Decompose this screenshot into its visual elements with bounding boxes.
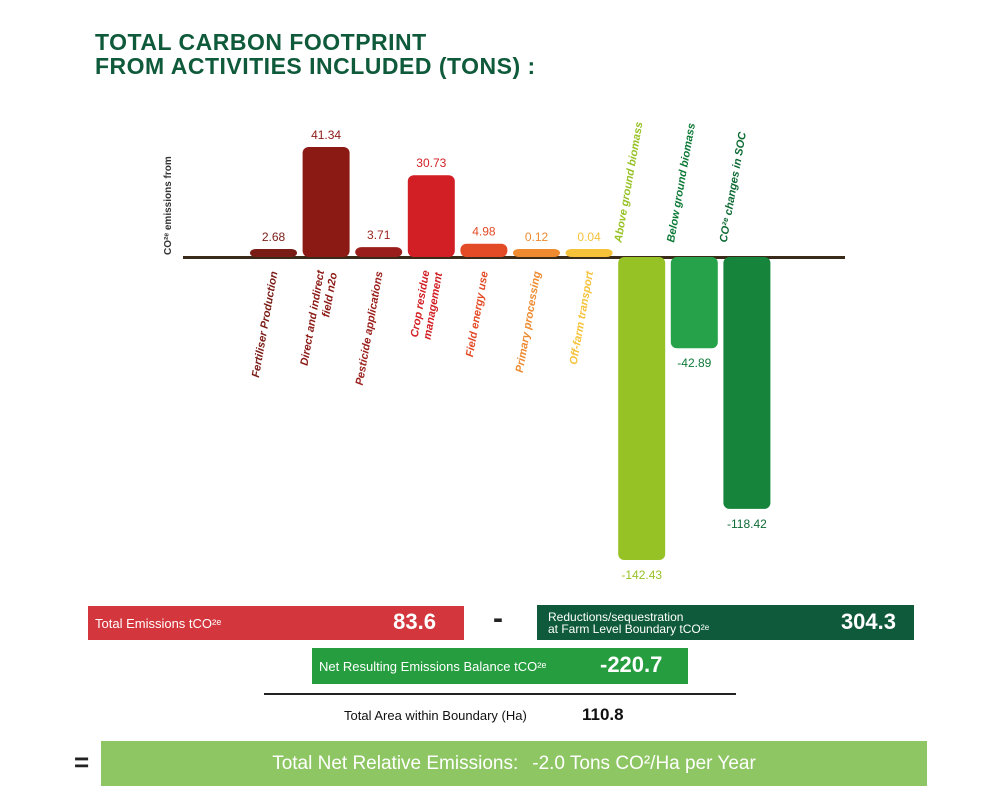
bar: [618, 257, 666, 560]
bar: [355, 247, 403, 257]
net-relative-emissions-value: -2.0 Tons CO²/Ha per Year: [532, 752, 756, 774]
equals-sign: =: [74, 747, 90, 777]
category-label: CO²ᵉ changes in SOC: [718, 130, 749, 243]
category-label: Above ground biomass: [612, 121, 645, 244]
y-axis-label: CO²ᵉ emissions from: [163, 156, 174, 255]
reductions-label-line1: Reductions/sequestration: [548, 609, 684, 624]
chart-title-line2: FROM ACTIVITIES INCLUDED (TONS) :: [95, 53, 536, 79]
bar-value-label: 4.98: [472, 225, 496, 239]
fraction-divider: [264, 693, 736, 695]
chart-title: TOTAL CARBON FOOTPRINT FROM ACTIVITIES I…: [95, 30, 536, 78]
reductions-value: 304.3: [840, 609, 896, 634]
category-label: Crop residuemanagement: [409, 268, 446, 340]
category-label: Off-farm transport: [568, 269, 596, 365]
bar-value-label: 2.68: [262, 230, 286, 244]
total-emissions-label: Total Emissions tCO²ᵉ: [95, 615, 222, 631]
chart-title-line1: TOTAL CARBON FOOTPRINT: [95, 29, 427, 55]
bar: [460, 243, 508, 257]
reductions-label: Reductions/sequestration at Farm Level B…: [548, 611, 709, 635]
net-balance-value: -220.7: [600, 652, 663, 677]
bar: [302, 147, 350, 257]
reductions-label-line2: at Farm Level Boundary tCO²ᵉ: [548, 621, 710, 636]
bar: [513, 249, 560, 257]
bar-value-label: -142.43: [621, 568, 662, 582]
bar-value-label: 0.12: [525, 230, 549, 244]
category-label: Pesticide applications: [354, 270, 386, 386]
minus-sign: -: [493, 602, 503, 635]
bar: [565, 249, 613, 257]
bar: [407, 175, 455, 257]
category-label: Primary processing: [514, 270, 544, 374]
category-label: Fertiliser Production: [250, 270, 281, 378]
bar-value-label: -118.42: [727, 517, 767, 531]
bar: [670, 257, 718, 349]
bar-chart: CO²ᵉ emissions from 2.68 Fertiliser Produ…: [163, 121, 845, 582]
bar: [723, 257, 771, 509]
bar: [250, 249, 297, 257]
bar-value-label: 3.71: [367, 228, 391, 242]
bar-value-label: 41.34: [311, 128, 341, 142]
bar-value-label: -42.89: [677, 356, 711, 370]
category-label: Direct and indirectfield n2o: [299, 268, 341, 369]
category-label: Below ground biomass: [665, 122, 698, 243]
area-label: Total Area within Boundary (Ha): [344, 708, 527, 723]
net-relative-emissions-label: Total Net Relative Emissions:: [272, 752, 519, 774]
reductions-box: Reductions/sequestration at Farm Level B…: [537, 605, 914, 640]
net-relative-emissions-box: Total Net Relative Emissions: -2.0 Tons …: [101, 741, 927, 786]
bars-group: 2.68 Fertiliser Production 41.34 Direct and…: [250, 121, 771, 582]
net-balance-label: Net Resulting Emissions Balance tCO²ᵉ: [319, 658, 547, 674]
area-value: 110.8: [582, 705, 624, 724]
bar-value-label: 30.73: [416, 156, 446, 170]
net-balance-box: Net Resulting Emissions Balance tCO²ᵉ -2…: [312, 648, 688, 684]
bar-value-label: 0.04: [577, 230, 601, 244]
total-emissions-value: 83.6: [393, 609, 436, 634]
category-label: Field energy use: [464, 270, 491, 358]
total-emissions-box: Total Emissions tCO²ᵉ 83.6: [88, 606, 464, 640]
